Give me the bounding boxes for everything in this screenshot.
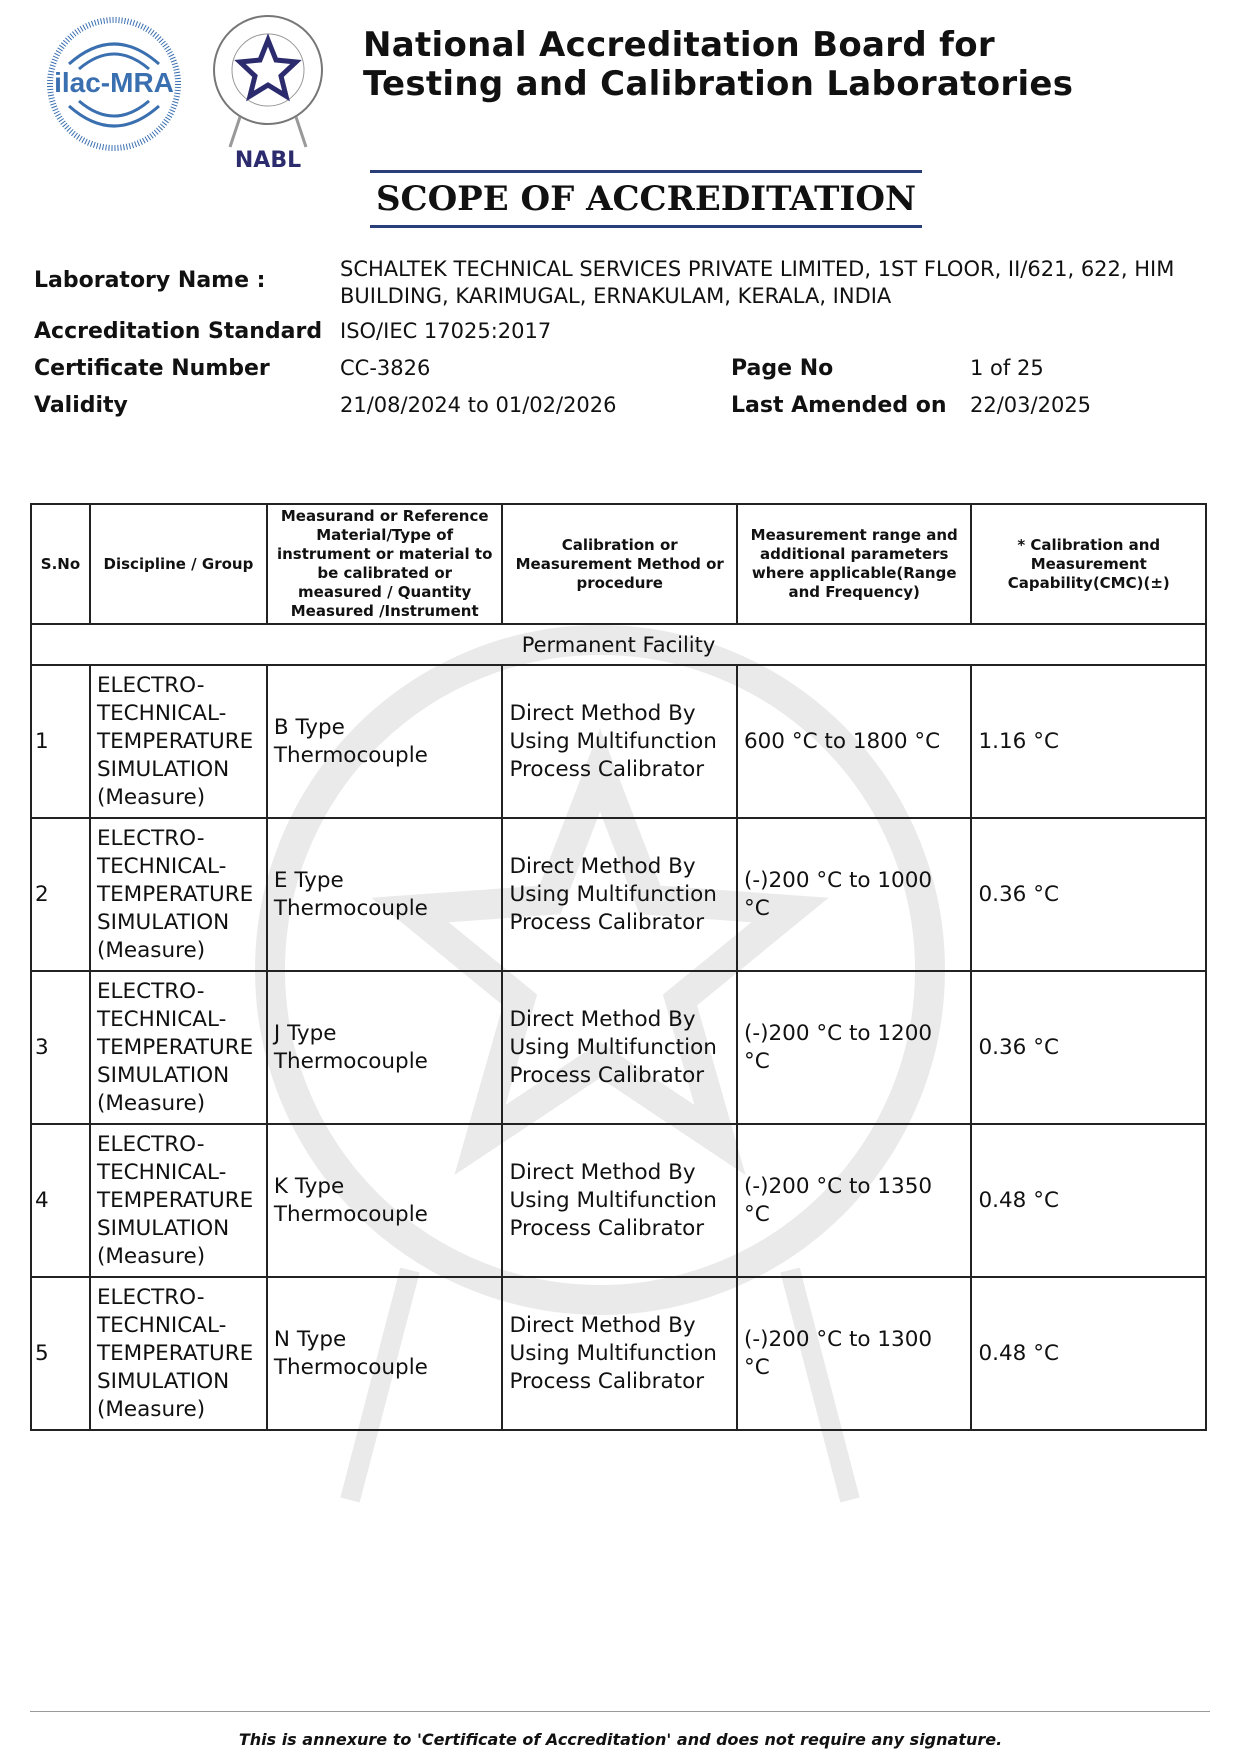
cell-method: Direct Method By Using Multifunction Pro… — [501, 970, 738, 1125]
page-title: SCOPE OF ACCREDITATION — [370, 170, 922, 228]
validity-value: 21/08/2024 to 01/02/2026 — [340, 393, 617, 417]
cell-discipline: ELECTRO-TECHNICAL-TEMPERATURE SIMULATION… — [88, 1276, 268, 1431]
cell-discipline: ELECTRO-TECHNICAL-TEMPERATURE SIMULATION… — [88, 970, 268, 1125]
cell-range: (-)200 °C to 1000 °C — [735, 817, 973, 972]
organization-name: National Accreditation Board for Testing … — [363, 26, 1073, 104]
certificate-value: CC-3826 — [340, 356, 431, 380]
col-range: Measurement range and additional paramet… — [735, 503, 973, 625]
cell-range: 600 °C to 1800 °C — [735, 664, 973, 819]
validity-label: Validity — [34, 393, 128, 418]
svg-text:NABL: NABL — [235, 148, 301, 172]
lab-name-label: Laboratory Name : — [34, 268, 266, 293]
cell-range: (-)200 °C to 1350 °C — [735, 1123, 973, 1278]
cell-cmc: 0.36 °C — [970, 970, 1207, 1125]
certificate-label: Certificate Number — [34, 356, 270, 381]
facility-row: Permanent Facility — [30, 623, 1207, 666]
cell-measurand: J Type Thermocouple — [265, 970, 504, 1125]
lab-name-value: SCHALTEK TECHNICAL SERVICES PRIVATE LIMI… — [340, 257, 1175, 308]
cell-sno: 2 — [30, 817, 91, 972]
cell-cmc: 0.36 °C — [970, 817, 1207, 972]
cell-method: Direct Method By Using Multifunction Pro… — [501, 817, 738, 972]
table-row: 4 ELECTRO-TECHNICAL-TEMPERATURE SIMULATIO… — [30, 1123, 1207, 1278]
table-row: 3 ELECTRO-TECHNICAL-TEMPERATURE SIMULATIO… — [30, 970, 1207, 1125]
col-cmc: * Calibration and Measurement Capability… — [970, 503, 1207, 625]
cell-discipline: ELECTRO-TECHNICAL-TEMPERATURE SIMULATION… — [88, 817, 268, 972]
table-row: 1 ELECTRO-TECHNICAL-TEMPERATURE SIMULATIO… — [30, 664, 1207, 819]
cell-measurand: E Type Thermocouple — [265, 817, 504, 972]
nabl-logo: NABL — [213, 15, 323, 172]
scope-table: S.No Discipline / Group Measurand or Ref… — [30, 503, 1207, 1431]
last-amended-label: Last Amended on — [731, 393, 947, 418]
cell-sno: 1 — [30, 664, 91, 819]
cell-discipline: ELECTRO-TECHNICAL-TEMPERATURE SIMULATION… — [88, 1123, 268, 1278]
cell-range: (-)200 °C to 1300 °C — [735, 1276, 973, 1431]
facility-label: Permanent Facility — [30, 623, 1207, 666]
cell-sno: 4 — [30, 1123, 91, 1278]
cell-method: Direct Method By Using Multifunction Pro… — [501, 664, 738, 819]
cell-measurand: B Type Thermocouple — [265, 664, 504, 819]
page-no-label: Page No — [731, 356, 834, 381]
cell-sno: 3 — [30, 970, 91, 1125]
col-method: Calibration or Measurement Method or pro… — [501, 503, 738, 625]
cell-cmc: 0.48 °C — [970, 1276, 1207, 1431]
standard-label: Accreditation Standard — [34, 319, 323, 344]
cell-range: (-)200 °C to 1200 °C — [735, 970, 973, 1125]
table-row: 5 ELECTRO-TECHNICAL-TEMPERATURE SIMULATIO… — [30, 1276, 1207, 1431]
footer-note: This is annexure to 'Certificate of Accr… — [238, 1730, 1003, 1749]
cell-discipline: ELECTRO-TECHNICAL-TEMPERATURE SIMULATION… — [88, 664, 268, 819]
last-amended-value: 22/03/2025 — [970, 393, 1092, 417]
page-no-value: 1 of 25 — [970, 356, 1044, 380]
cell-method: Direct Method By Using Multifunction Pro… — [501, 1276, 738, 1431]
org-line-1: National Accreditation Board for — [363, 25, 995, 65]
cell-cmc: 1.16 °C — [970, 664, 1207, 819]
col-measurand: Measurand or Reference Material/Type of … — [265, 503, 504, 625]
standard-value: ISO/IEC 17025:2017 — [340, 319, 552, 343]
ilac-mra-logo: ilac-MRA — [47, 17, 181, 151]
svg-text:ilac-MRA: ilac-MRA — [54, 67, 174, 98]
col-sno: S.No — [30, 503, 91, 625]
footer-divider — [30, 1711, 1210, 1712]
cell-method: Direct Method By Using Multifunction Pro… — [501, 1123, 738, 1278]
org-line-2: Testing and Calibration Laboratories — [363, 64, 1074, 104]
table-row: 2 ELECTRO-TECHNICAL-TEMPERATURE SIMULATIO… — [30, 817, 1207, 972]
cell-cmc: 0.48 °C — [970, 1123, 1207, 1278]
cell-measurand: N Type Thermocouple — [265, 1276, 504, 1431]
cell-sno: 5 — [30, 1276, 91, 1431]
cell-measurand: K Type Thermocouple — [265, 1123, 504, 1278]
table-header-row: S.No Discipline / Group Measurand or Ref… — [30, 503, 1207, 625]
col-discipline: Discipline / Group — [88, 503, 268, 625]
